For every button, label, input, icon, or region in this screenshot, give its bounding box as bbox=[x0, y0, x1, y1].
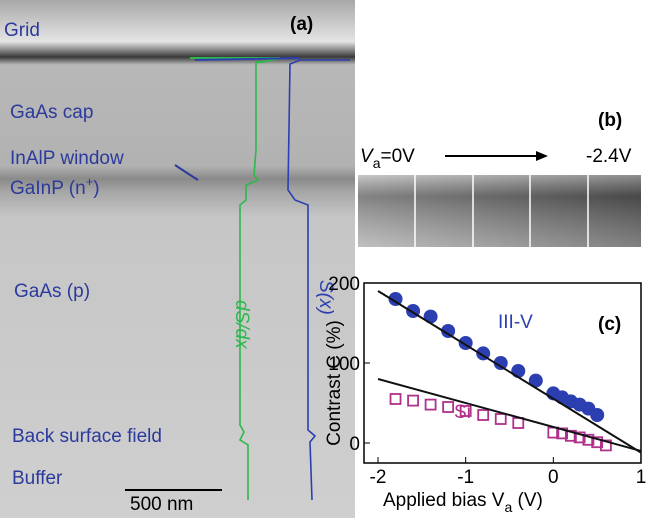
point bbox=[512, 417, 525, 429]
series-label: Si bbox=[454, 402, 471, 423]
text: GaInP (n bbox=[10, 178, 86, 199]
layer-label: Back surface field bbox=[12, 426, 162, 447]
text: + bbox=[86, 174, 94, 189]
plot-frame bbox=[363, 282, 642, 464]
arrow bbox=[174, 164, 199, 181]
point bbox=[407, 394, 419, 407]
point bbox=[441, 324, 456, 338]
layer-label: Buffer bbox=[12, 468, 63, 489]
point bbox=[389, 393, 402, 405]
point bbox=[424, 398, 437, 411]
text: ) bbox=[93, 178, 99, 199]
y-axis-label: Contrast C (%) bbox=[324, 320, 345, 446]
arrow-head bbox=[536, 151, 548, 161]
panel-tag: (c) bbox=[598, 314, 621, 335]
point bbox=[591, 436, 604, 449]
point bbox=[442, 401, 455, 413]
chart: -2 -1 0 1 0 100 200 Contrast C (%) Applied bias … bbox=[324, 274, 646, 515]
series-label: III-V bbox=[498, 312, 533, 333]
point bbox=[528, 373, 543, 388]
bias-label: -2.4V bbox=[586, 146, 632, 167]
curve-green-spike bbox=[190, 57, 281, 63]
fit-line bbox=[377, 290, 642, 454]
y-tick-label: 100 bbox=[328, 354, 360, 375]
fit-line bbox=[377, 378, 642, 452]
point bbox=[388, 292, 403, 306]
text: =0V bbox=[380, 146, 415, 167]
scale-label: 500 nm bbox=[130, 494, 193, 515]
curve-blue-spike bbox=[194, 57, 301, 61]
text: Applied bias V bbox=[383, 490, 505, 511]
x-tick-label: 0 bbox=[548, 467, 559, 488]
layer-label: GaAs (p) bbox=[14, 281, 90, 302]
point bbox=[459, 405, 472, 417]
point bbox=[582, 433, 595, 446]
curve-green bbox=[238, 62, 260, 500]
panel-tag: (a) bbox=[290, 14, 313, 35]
point bbox=[573, 431, 586, 444]
separators bbox=[414, 175, 589, 247]
point bbox=[477, 409, 490, 421]
point bbox=[511, 364, 526, 378]
x-tick-label: 1 bbox=[636, 467, 647, 488]
layer-label: GaAs cap bbox=[10, 102, 93, 123]
layer-label: Grid bbox=[4, 20, 40, 41]
point bbox=[494, 413, 507, 425]
y-tick-label: 200 bbox=[328, 274, 360, 295]
text: a bbox=[373, 155, 381, 171]
x-tick-label: -1 bbox=[457, 467, 474, 488]
y-tick-label: 0 bbox=[349, 434, 360, 455]
curve-label: S(x) bbox=[315, 280, 336, 315]
layer-label: GaInP (n+) bbox=[10, 174, 100, 199]
curve-blue bbox=[287, 59, 350, 501]
point bbox=[423, 309, 438, 324]
text: (V) bbox=[512, 490, 543, 511]
curve-label: dS/dx bbox=[231, 300, 252, 350]
point bbox=[493, 356, 508, 370]
x-axis-label: Applied bias Va (V) bbox=[383, 490, 543, 515]
x-tick-label: -2 bbox=[370, 467, 387, 488]
layer-label: InAlP window bbox=[10, 148, 124, 169]
text: a bbox=[504, 499, 512, 515]
point bbox=[590, 408, 605, 422]
text: V bbox=[360, 146, 375, 167]
bias-label: Va=0V bbox=[360, 146, 415, 171]
panel-tag: (b) bbox=[598, 110, 622, 131]
micrograph-a bbox=[0, 0, 355, 518]
micrograph-b-shade bbox=[358, 175, 641, 247]
